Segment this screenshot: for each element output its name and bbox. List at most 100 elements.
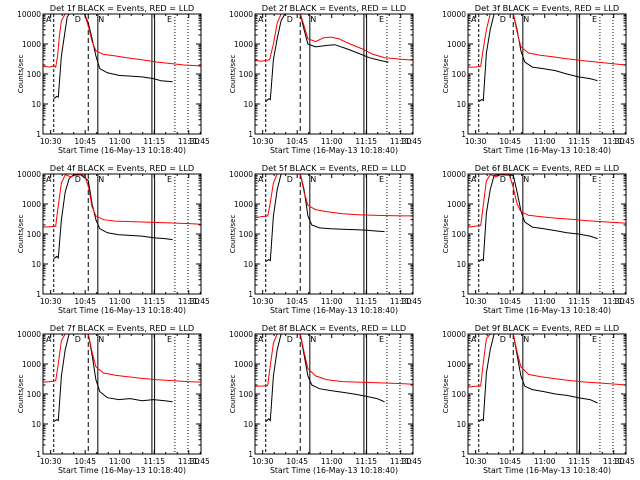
x-tick-label: 11:15 (568, 297, 590, 306)
series-line-black (53, 334, 173, 423)
y-tick-label: 1000 (234, 360, 253, 369)
y-tick-label: 100 (239, 70, 254, 79)
series-line-red (43, 14, 201, 68)
chart-title: Det 5f BLACK = Events, RED = LLD (262, 163, 406, 173)
marker-label: E (592, 15, 597, 24)
x-tick-label: 11:15 (355, 137, 377, 146)
series-line-red (255, 174, 413, 219)
marker-label: D (500, 175, 506, 184)
series-line-red (468, 14, 626, 68)
y-tick-label: 10 (243, 420, 253, 429)
chart-panel-6: Det 6f BLACK = Events, RED = LLD A D N E 1 10 1… (442, 163, 635, 315)
marker-label: N (310, 175, 316, 184)
y-tick-label: 1000 (234, 40, 253, 49)
plot-frame (467, 333, 627, 455)
y-tick-label: 10000 (229, 170, 253, 179)
marker-label: A (471, 15, 477, 24)
y-tick-label: 10 (456, 420, 466, 429)
chart-panel-1: Det 1f BLACK = Events, RED = LLD A D N E 1 10 1… (17, 3, 210, 155)
marker-label: N (523, 175, 529, 184)
marker-label: N (310, 15, 316, 24)
y-tick-label: 1 (248, 290, 253, 299)
y-tick-label: 10 (31, 260, 41, 269)
series-line-black (265, 14, 389, 102)
x-tick-label: 11:45 (188, 457, 210, 466)
y-tick-label: 10000 (229, 330, 253, 339)
marker-label: A (258, 15, 264, 24)
x-tick-label: 11:30 (178, 137, 200, 146)
x-tick-label: 10:30 (252, 297, 274, 306)
marker-label: A (46, 15, 52, 24)
x-tick-label: 11:15 (143, 297, 165, 306)
series-line-black (478, 334, 598, 423)
marker-label: A (258, 335, 264, 344)
y-tick-label: 100 (27, 390, 42, 399)
plot-frame (254, 333, 414, 455)
chart-panel-8: Det 8f BLACK = Events, RED = LLD A D N E 1 10 1… (229, 323, 422, 475)
x-axis-label: Start Time (16-May-13 10:18:40) (270, 306, 398, 315)
y-tick-label: 1000 (447, 40, 466, 49)
y-tick-label: 10 (31, 420, 41, 429)
y-tick-label: 100 (452, 70, 467, 79)
x-tick-label: 11:45 (400, 137, 422, 146)
marker-label: D (75, 175, 81, 184)
marker-label: E (167, 15, 172, 24)
series-line-black (265, 334, 385, 422)
y-tick-label: 10000 (17, 170, 41, 179)
x-tick-label: 11:00 (534, 457, 556, 466)
x-tick-label: 11:45 (188, 137, 210, 146)
marker-label: E (592, 175, 597, 184)
y-tick-label: 1 (248, 450, 253, 459)
marker-label: N (310, 335, 316, 344)
x-tick-label: 11:15 (355, 457, 377, 466)
y-tick-label: 1 (36, 290, 41, 299)
y-tick-label: 10 (243, 260, 253, 269)
x-axis-label: Start Time (16-May-13 10:18:40) (58, 466, 186, 475)
marker-label: N (98, 15, 104, 24)
x-axis-label: Start Time (16-May-13 10:18:40) (58, 146, 186, 155)
series-line-red (43, 174, 201, 228)
x-tick-label: 11:30 (390, 137, 412, 146)
y-tick-label: 10000 (17, 330, 41, 339)
marker-label: D (500, 335, 506, 344)
y-axis-label: Counts/sec (17, 55, 25, 94)
x-tick-label: 11:00 (321, 297, 343, 306)
y-tick-label: 100 (27, 70, 42, 79)
marker-label: D (287, 175, 293, 184)
y-tick-label: 1 (461, 450, 466, 459)
x-axis-label: Start Time (16-May-13 10:18:40) (270, 466, 398, 475)
series-line-black (53, 14, 173, 100)
x-axis-label: Start Time (16-May-13 10:18:40) (58, 306, 186, 315)
marker-label: D (287, 335, 293, 344)
x-tick-label: 11:15 (568, 457, 590, 466)
y-tick-label: 1 (248, 130, 253, 139)
plot-frame (254, 173, 414, 295)
chart-title: Det 1f BLACK = Events, RED = LLD (50, 3, 194, 13)
x-tick-label: 11:45 (400, 457, 422, 466)
plot-frame (42, 333, 202, 455)
x-tick-label: 11:00 (534, 297, 556, 306)
y-tick-label: 100 (452, 230, 467, 239)
x-tick-label: 10:45 (286, 137, 308, 146)
series-line-black (53, 174, 173, 260)
marker-label: E (379, 335, 384, 344)
y-axis-label: Counts/sec (442, 375, 450, 414)
chart-panel-7: Det 7f BLACK = Events, RED = LLD A D N E 1 10 1… (17, 323, 210, 475)
y-tick-label: 100 (239, 390, 254, 399)
x-tick-label: 11:30 (178, 297, 200, 306)
x-tick-label: 11:45 (188, 297, 210, 306)
y-axis-label: Counts/sec (229, 55, 237, 94)
y-tick-label: 1 (461, 130, 466, 139)
series-line-red (255, 14, 413, 62)
y-tick-label: 10000 (442, 330, 466, 339)
chart-title: Det 7f BLACK = Events, RED = LLD (50, 323, 194, 333)
y-tick-label: 10000 (442, 170, 466, 179)
x-tick-label: 11:30 (603, 457, 625, 466)
x-axis-label: Start Time (16-May-13 10:18:40) (270, 146, 398, 155)
chart-panel-4: Det 4f BLACK = Events, RED = LLD A D N E 1 10 1… (17, 163, 210, 315)
x-tick-label: 11:00 (321, 137, 343, 146)
x-tick-label: 11:30 (603, 297, 625, 306)
x-tick-label: 10:30 (40, 297, 62, 306)
x-tick-label: 11:15 (143, 137, 165, 146)
